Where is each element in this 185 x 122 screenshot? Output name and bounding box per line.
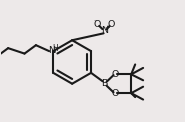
Text: N: N xyxy=(101,26,108,35)
Text: B: B xyxy=(101,79,108,88)
Text: O: O xyxy=(94,20,101,29)
Text: N: N xyxy=(48,46,55,55)
Text: H: H xyxy=(52,44,58,53)
Text: O: O xyxy=(112,89,119,98)
Text: +: + xyxy=(104,25,109,31)
Text: ⁻: ⁻ xyxy=(94,19,97,25)
Text: O: O xyxy=(112,70,119,79)
Text: O: O xyxy=(108,20,115,29)
